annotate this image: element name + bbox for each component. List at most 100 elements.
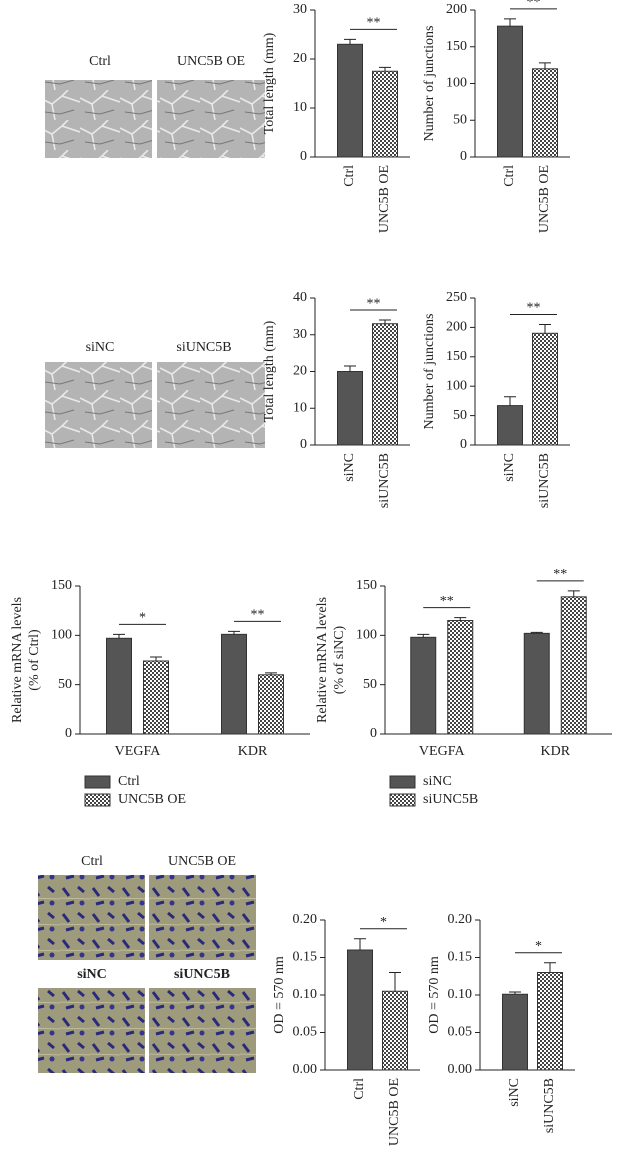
bar bbox=[537, 972, 563, 1071]
significance-label: ** bbox=[527, 301, 541, 316]
image-label: siUNC5B bbox=[176, 340, 231, 355]
micrograph bbox=[45, 80, 152, 158]
error-bar bbox=[113, 633, 125, 639]
y-tick-label: 0 bbox=[300, 437, 307, 452]
y-tick-label: 0.10 bbox=[448, 987, 473, 1002]
legend-label: UNC5B OE bbox=[118, 792, 186, 807]
y-tick-label: 50 bbox=[363, 677, 377, 692]
y-axis-label: Number of junctions bbox=[422, 314, 437, 430]
bar bbox=[447, 620, 474, 735]
error-bar bbox=[539, 323, 551, 334]
y-tick-label: 30 bbox=[293, 327, 307, 342]
bar bbox=[221, 633, 247, 735]
legend-swatch bbox=[389, 775, 416, 789]
significance-label: ** bbox=[553, 567, 567, 582]
bar bbox=[523, 632, 550, 735]
x-tick-label: KDR bbox=[540, 744, 570, 759]
bar bbox=[143, 660, 169, 735]
micrograph bbox=[38, 988, 145, 1073]
y-tick-label: 0 bbox=[300, 149, 307, 164]
y-tick-label: 150 bbox=[446, 349, 467, 364]
y-tick-label: 40 bbox=[293, 290, 307, 305]
bar bbox=[382, 990, 408, 1071]
y-tick-label: 0.00 bbox=[448, 1062, 473, 1077]
y-axis-label: Total length (mm) bbox=[262, 32, 277, 134]
bar bbox=[258, 674, 284, 735]
y-tick-label: 100 bbox=[51, 628, 72, 643]
bar bbox=[372, 70, 398, 158]
bar bbox=[497, 405, 523, 446]
x-tick-label: UNC5B OE bbox=[377, 165, 392, 233]
bar bbox=[106, 637, 132, 735]
error-bar bbox=[344, 365, 356, 372]
error-bar bbox=[150, 656, 162, 661]
y-tick-label: 150 bbox=[446, 39, 467, 54]
y-tick-label: 0.00 bbox=[293, 1062, 318, 1077]
x-tick-label: Ctrl bbox=[342, 165, 357, 187]
y-tick-label: 100 bbox=[446, 76, 467, 91]
image-label: UNC5B OE bbox=[177, 54, 245, 69]
y-axis-label: OD = 570 nm bbox=[272, 956, 287, 1034]
x-tick-label: Ctrl bbox=[502, 165, 517, 187]
legend-swatch bbox=[389, 793, 416, 807]
y-tick-label: 0.15 bbox=[293, 950, 318, 965]
y-tick-label: 50 bbox=[453, 408, 467, 423]
micrograph bbox=[157, 80, 265, 158]
x-tick-label: siUNC5B bbox=[542, 1078, 557, 1133]
significance-label: * bbox=[380, 915, 387, 930]
micrograph bbox=[45, 362, 152, 448]
error-bar bbox=[417, 633, 430, 638]
y-tick-label: 0.20 bbox=[448, 912, 473, 927]
y-tick-label: 20 bbox=[293, 364, 307, 379]
image-label: Ctrl bbox=[81, 854, 103, 869]
x-tick-label: siNC bbox=[502, 453, 517, 482]
error-bar bbox=[567, 590, 580, 597]
x-tick-label: KDR bbox=[238, 744, 268, 759]
significance-label: * bbox=[139, 611, 146, 626]
y-tick-label: 150 bbox=[51, 578, 72, 593]
legend-swatch bbox=[84, 775, 111, 789]
y-tick-label: 0.05 bbox=[293, 1025, 318, 1040]
error-bar bbox=[544, 962, 556, 973]
x-tick-label: siUNC5B bbox=[377, 453, 392, 508]
bar bbox=[560, 596, 587, 735]
error-bar bbox=[509, 991, 521, 995]
error-bar bbox=[379, 319, 391, 324]
image-label: siNC bbox=[77, 967, 107, 982]
error-bar bbox=[379, 66, 391, 72]
y-tick-label: 30 bbox=[293, 2, 307, 17]
significance-label: ** bbox=[367, 16, 381, 31]
micrograph bbox=[149, 875, 256, 960]
x-tick-label: siNC bbox=[507, 1078, 522, 1107]
y-tick-label: 0 bbox=[65, 726, 72, 741]
image-label: siNC bbox=[86, 340, 115, 355]
bar bbox=[347, 949, 373, 1071]
x-tick-label: UNC5B OE bbox=[537, 165, 552, 233]
micrograph bbox=[149, 988, 256, 1073]
tube-images-si: siNC siUNC5B bbox=[45, 340, 265, 448]
y-axis-label: (% of siNC) bbox=[332, 625, 347, 694]
bar bbox=[497, 25, 523, 158]
significance-label: ** bbox=[251, 608, 265, 623]
y-axis-label: OD = 570 nm bbox=[427, 956, 442, 1034]
error-bar bbox=[228, 630, 240, 635]
bar bbox=[410, 636, 437, 735]
y-axis-label: Relative mRNA levels bbox=[10, 597, 25, 723]
y-tick-label: 200 bbox=[446, 2, 467, 17]
y-tick-label: 100 bbox=[446, 378, 467, 393]
image-label: UNC5B OE bbox=[168, 854, 236, 869]
y-tick-label: 150 bbox=[356, 578, 377, 593]
x-tick-label: Ctrl bbox=[352, 1078, 367, 1100]
x-tick-label: UNC5B OE bbox=[387, 1078, 402, 1146]
x-tick-label: VEGFA bbox=[115, 744, 162, 759]
y-tick-label: 10 bbox=[293, 100, 307, 115]
bar bbox=[532, 68, 558, 158]
y-tick-label: 50 bbox=[58, 677, 72, 692]
significance-label: ** bbox=[440, 594, 454, 609]
error-bar bbox=[354, 938, 366, 950]
error-bar bbox=[504, 18, 516, 27]
micrograph bbox=[38, 875, 145, 960]
error-bar bbox=[265, 672, 277, 675]
